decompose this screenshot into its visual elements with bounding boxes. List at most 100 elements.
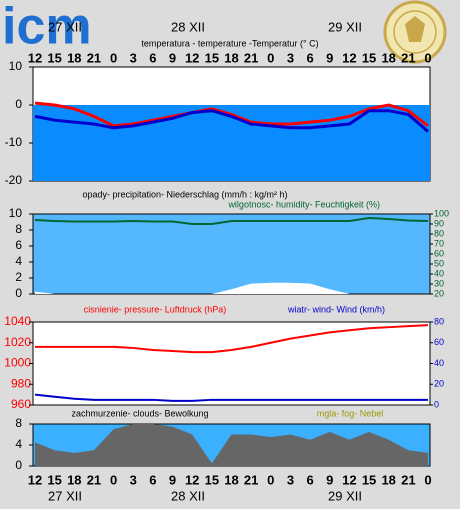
x-tick-label: 18: [381, 50, 395, 65]
area: [35, 282, 428, 294]
y2-tick-label: 30: [434, 278, 444, 288]
annotation: mgla- fog- Nebel: [317, 408, 384, 418]
x-tick-label: 15: [205, 50, 219, 65]
x-tick-label: 3: [287, 472, 294, 487]
x-tick-label: 0: [267, 50, 274, 65]
y2-tick-label: 50: [434, 258, 444, 268]
x-tick-label: 12: [342, 50, 356, 65]
x-tick-label: 6: [306, 50, 313, 65]
y-tick-label: 4: [15, 437, 22, 451]
x-tick-label: 21: [87, 472, 101, 487]
y2-tick-label: 20: [434, 379, 444, 389]
y2-tick-label: 100: [434, 208, 449, 218]
date-label: 29 XII: [328, 19, 362, 34]
x-tick-label: 12: [28, 50, 42, 65]
x-tick-label: 21: [401, 472, 415, 487]
series-name: wiatr- wind- Wind (km/h): [287, 304, 385, 314]
x-tick-label: 3: [130, 472, 137, 487]
x-tick-label: 0: [424, 472, 431, 487]
series-name: opady- precipitation- Niederschlag (mm/h…: [82, 189, 287, 199]
y2-tick-label: 90: [434, 218, 444, 228]
x-tick-label: 18: [67, 50, 81, 65]
x-tick-label: 15: [362, 50, 376, 65]
plot-area: [32, 213, 431, 295]
x-tick-label: 6: [306, 472, 313, 487]
x-tick-label: 15: [362, 472, 376, 487]
x-tick-label: 6: [149, 472, 156, 487]
y-tick-label: 6: [15, 238, 22, 252]
x-tick-label: 21: [244, 472, 258, 487]
x-tick-label: 18: [381, 472, 395, 487]
x-tick-label: 0: [267, 472, 274, 487]
crest: [383, 0, 447, 64]
y-tick-label: 0: [15, 286, 22, 300]
y2-tick-label: 60: [434, 248, 444, 258]
date-label: 27 XII: [48, 488, 82, 503]
date-label: 28 XII: [171, 488, 205, 503]
x-tick-label: 21: [244, 50, 258, 65]
y2-tick-label: 0: [434, 399, 439, 409]
date-label: 28 XII: [171, 19, 205, 34]
series-name: cisnienie- pressure- Luftdruck (hPa): [84, 304, 227, 314]
y-tick-label: 8: [15, 416, 22, 430]
line: [34, 109, 429, 133]
y-tick-label: 960: [11, 397, 31, 411]
y-tick-label: -20: [5, 173, 23, 187]
y2-tick-label: 40: [434, 268, 444, 278]
x-tick-label: 21: [401, 50, 415, 65]
x-tick-label: 15: [205, 472, 219, 487]
area: [35, 424, 428, 466]
x-tick-label: 12: [342, 472, 356, 487]
y2-tick-label: 70: [434, 238, 444, 248]
x-tick-label: 3: [130, 50, 137, 65]
x-tick-label: 12: [185, 472, 199, 487]
x-tick-label: 12: [185, 50, 199, 65]
y-tick-label: 10: [9, 59, 23, 73]
x-tick-label: 9: [169, 50, 176, 65]
y-tick-label: 8: [15, 222, 22, 236]
y-tick-label: 0: [15, 97, 22, 111]
x-tick-label: 6: [149, 50, 156, 65]
x-tick-label: 0: [110, 50, 117, 65]
y2-tick-label: 60: [434, 337, 444, 347]
x-tick-label: 18: [224, 50, 238, 65]
x-tick-label: 0: [110, 472, 117, 487]
line: [34, 393, 428, 402]
series-name: zachmurzenie- clouds- Bewolkung: [71, 408, 208, 418]
x-tick-label: 18: [224, 472, 238, 487]
date-label: 27 XII: [48, 19, 82, 34]
y-tick-label: 10: [9, 206, 23, 220]
plot-area: [32, 321, 431, 406]
y2-tick-label: 80: [434, 316, 444, 326]
x-tick-label: 21: [87, 50, 101, 65]
x-tick-label: 12: [28, 472, 42, 487]
x-tick-label: 0: [424, 50, 431, 65]
y-tick-label: 4: [15, 254, 22, 268]
chart-title: temperatura - temperature -Temperatur (°…: [141, 38, 318, 48]
line: [34, 101, 429, 128]
y2-tick-label: 40: [434, 358, 444, 368]
line: [35, 324, 429, 354]
x-tick-label: 9: [326, 472, 333, 487]
series-name: wilgotnosc- humidity- Feuchtigkeit (%): [227, 199, 380, 209]
y-tick-label: 980: [11, 376, 31, 390]
y-tick-label: 2: [15, 270, 22, 284]
y-tick-label: 1000: [4, 356, 31, 370]
date-label: 29 XII: [328, 488, 362, 503]
x-tick-label: 9: [169, 472, 176, 487]
y-tick-label: 1020: [4, 335, 31, 349]
y-tick-label: 1040: [4, 314, 31, 328]
line: [34, 216, 429, 225]
y2-tick-label: 20: [434, 288, 444, 298]
x-tick-label: 9: [326, 50, 333, 65]
x-tick-label: 15: [47, 472, 61, 487]
logo: icm: [2, 0, 92, 56]
x-tick-label: 3: [287, 50, 294, 65]
x-tick-label: 18: [67, 472, 81, 487]
y-tick-label: 0: [15, 458, 22, 472]
y2-tick-label: 80: [434, 228, 444, 238]
y-tick-label: -10: [5, 135, 23, 149]
x-tick-label: 15: [47, 50, 61, 65]
